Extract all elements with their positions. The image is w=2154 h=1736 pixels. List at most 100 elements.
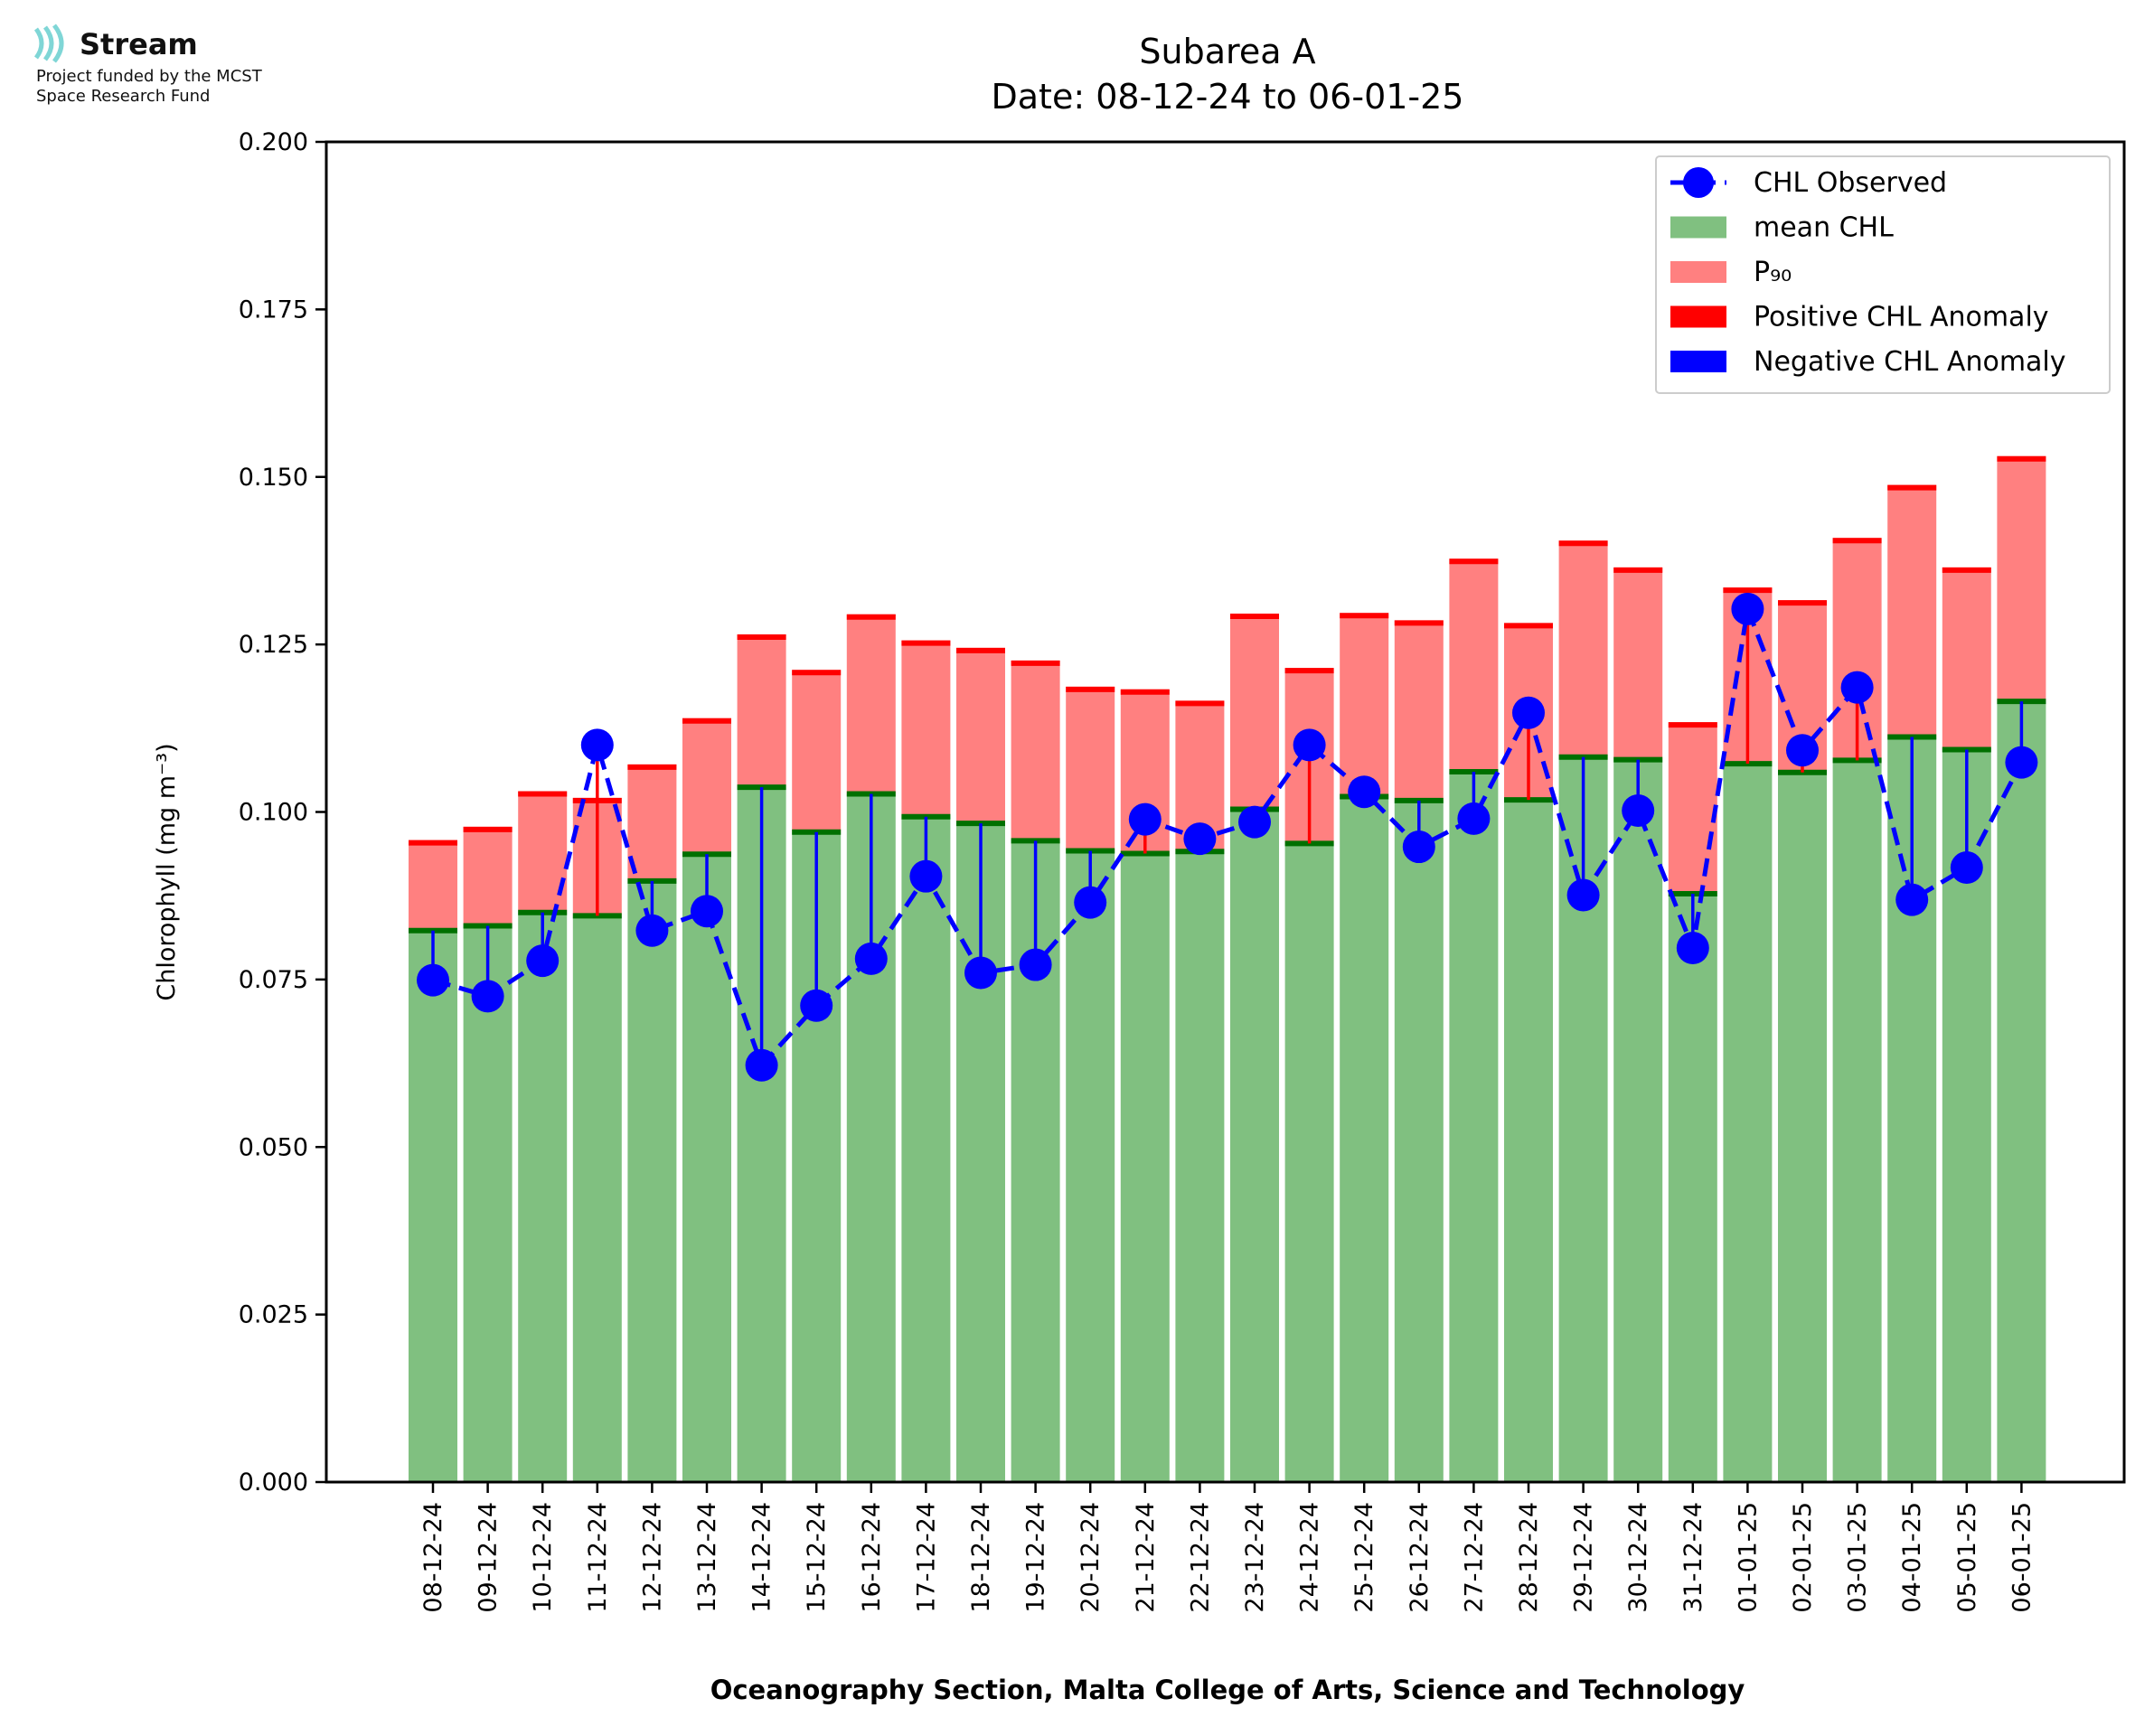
x-tick-label: 21-12-24 bbox=[1132, 1502, 1160, 1613]
x-tick-label: 31-12-24 bbox=[1679, 1502, 1707, 1613]
x-tick-label: 16-12-24 bbox=[858, 1502, 886, 1613]
x-tick-label: 10-12-24 bbox=[529, 1502, 557, 1613]
mean-chl-bar bbox=[1340, 796, 1389, 1482]
legend-marker-swatch bbox=[1683, 167, 1714, 198]
p90-bar bbox=[1230, 614, 1279, 810]
chl-observed-point bbox=[1512, 696, 1545, 729]
y-axis-label: Chlorophyll (mg m⁻³) bbox=[153, 743, 181, 1000]
chl-observed-point bbox=[745, 1048, 778, 1082]
chl-observed-point bbox=[1566, 878, 1600, 912]
x-tick-label: 02-01-25 bbox=[1789, 1502, 1817, 1613]
x-tick-label: 06-01-25 bbox=[2008, 1502, 2036, 1613]
chl-observed-point bbox=[1348, 775, 1381, 809]
chl-observed-point bbox=[580, 728, 614, 762]
p90-bar bbox=[737, 634, 786, 788]
chl-observed-point bbox=[1183, 822, 1217, 856]
chl-observed-point bbox=[1238, 805, 1271, 839]
x-tick-label: 15-12-24 bbox=[803, 1502, 831, 1613]
legend-label: mean CHL bbox=[1754, 212, 1894, 244]
p90-bar bbox=[901, 640, 951, 817]
p90-bar bbox=[1066, 686, 1115, 851]
chl-observed-point bbox=[417, 963, 449, 997]
x-tick-label: 27-12-24 bbox=[1460, 1502, 1488, 1613]
p90-bar bbox=[627, 764, 677, 881]
p90-bar bbox=[1340, 613, 1389, 797]
chl-observed-point bbox=[471, 980, 504, 1013]
chl-observed-point bbox=[909, 859, 943, 893]
mean-chl-bar bbox=[409, 930, 457, 1482]
legend-label: P₉₀ bbox=[1754, 257, 1792, 288]
p90-bar bbox=[956, 647, 1005, 824]
mean-chl-bar bbox=[627, 880, 677, 1482]
x-tick-label: 20-12-24 bbox=[1077, 1502, 1105, 1613]
chl-observed-point bbox=[1950, 851, 1983, 885]
x-tick-label: 18-12-24 bbox=[967, 1502, 995, 1613]
x-tick-label: 28-12-24 bbox=[1515, 1502, 1543, 1613]
x-tick-label: 11-12-24 bbox=[584, 1502, 612, 1613]
p90-bar bbox=[682, 718, 731, 855]
plot-area: 0.000 0.025 0.050 0.075 0.100 0.125 0.150 0.175… bbox=[239, 128, 2126, 1613]
x-tick-label: 17-12-24 bbox=[912, 1502, 940, 1613]
chl-observed-point bbox=[1402, 830, 1435, 864]
chl-observed-point bbox=[1840, 671, 1874, 704]
chl-observed-point bbox=[635, 914, 669, 947]
legend-patch-swatch bbox=[1670, 351, 1726, 372]
mean-chl-bar bbox=[1066, 850, 1115, 1482]
chl-observed-point bbox=[1731, 592, 1764, 625]
y-tick-label: 0.100 bbox=[239, 799, 308, 827]
mean-chl-bar bbox=[1120, 853, 1170, 1482]
x-tick-label: 29-12-24 bbox=[1570, 1502, 1598, 1613]
p90-bar bbox=[1887, 484, 1937, 737]
p90-bar bbox=[1668, 722, 1717, 894]
x-tick-label: 09-12-24 bbox=[475, 1502, 503, 1613]
y-tick-label: 0.050 bbox=[239, 1133, 308, 1161]
mean-chl-bar bbox=[1832, 760, 1882, 1482]
chl-observed-point bbox=[1293, 728, 1326, 762]
y-tick-label: 0.200 bbox=[239, 128, 308, 156]
x-tick-label: 25-12-24 bbox=[1350, 1502, 1378, 1613]
x-axis-label: Oceanography Section, Malta College of A… bbox=[710, 1675, 1745, 1705]
x-tick-label: 08-12-24 bbox=[419, 1502, 447, 1613]
chl-observed-point bbox=[1074, 886, 1107, 919]
x-tick-label: 04-01-25 bbox=[1898, 1502, 1926, 1613]
mean-chl-bar bbox=[1997, 701, 2046, 1482]
x-tick-label: 12-12-24 bbox=[638, 1502, 666, 1613]
mean-chl-bar bbox=[682, 854, 731, 1482]
y-tick-label: 0.175 bbox=[239, 296, 308, 324]
p90-bar bbox=[1942, 567, 1991, 750]
p90-bar bbox=[1394, 620, 1444, 801]
chl-observed-point bbox=[1622, 794, 1655, 828]
mean-chl-bar bbox=[1230, 809, 1279, 1482]
x-tick-label: 22-12-24 bbox=[1186, 1502, 1214, 1613]
x-tick-label: 26-12-24 bbox=[1406, 1502, 1434, 1613]
legend-label: Negative CHL Anomaly bbox=[1754, 346, 2066, 378]
mean-chl-bar bbox=[1284, 843, 1334, 1482]
y-tick-label: 0.150 bbox=[239, 464, 308, 492]
chl-observed-point bbox=[854, 942, 888, 975]
legend-label: CHL Observed bbox=[1754, 167, 1947, 199]
p90-bar bbox=[409, 840, 457, 931]
y-tick-label: 0.025 bbox=[239, 1301, 308, 1329]
stream-logo-icon bbox=[33, 23, 64, 63]
logo-funding-line-1: Project funded by the MCST bbox=[36, 67, 262, 86]
chl-observed-point bbox=[2005, 746, 2038, 779]
chl-observed-point bbox=[1676, 932, 1709, 965]
x-tick-label: 05-01-25 bbox=[1953, 1502, 1981, 1613]
chl-observed-point bbox=[1128, 802, 1162, 836]
legend-patch-swatch bbox=[1670, 305, 1726, 328]
p90-bar bbox=[846, 614, 896, 794]
chl-observed-point bbox=[691, 895, 723, 928]
legend-patch-swatch bbox=[1670, 261, 1726, 283]
mean-chl-bar bbox=[901, 816, 951, 1482]
chl-observed-point bbox=[1895, 883, 1929, 916]
chl-observed-point bbox=[1457, 802, 1491, 835]
mean-chl-bar bbox=[1449, 772, 1499, 1482]
x-tick-label: 23-12-24 bbox=[1241, 1502, 1269, 1613]
mean-chl-bar bbox=[572, 915, 622, 1482]
p90-bar bbox=[1449, 558, 1499, 773]
legend-box bbox=[1655, 155, 2111, 394]
legend: CHL Observed mean CHL P₉₀ Positive CHL Anom… bbox=[1655, 155, 2111, 394]
x-tick-label: 14-12-24 bbox=[748, 1502, 776, 1613]
chl-observed-point bbox=[1019, 948, 1052, 981]
